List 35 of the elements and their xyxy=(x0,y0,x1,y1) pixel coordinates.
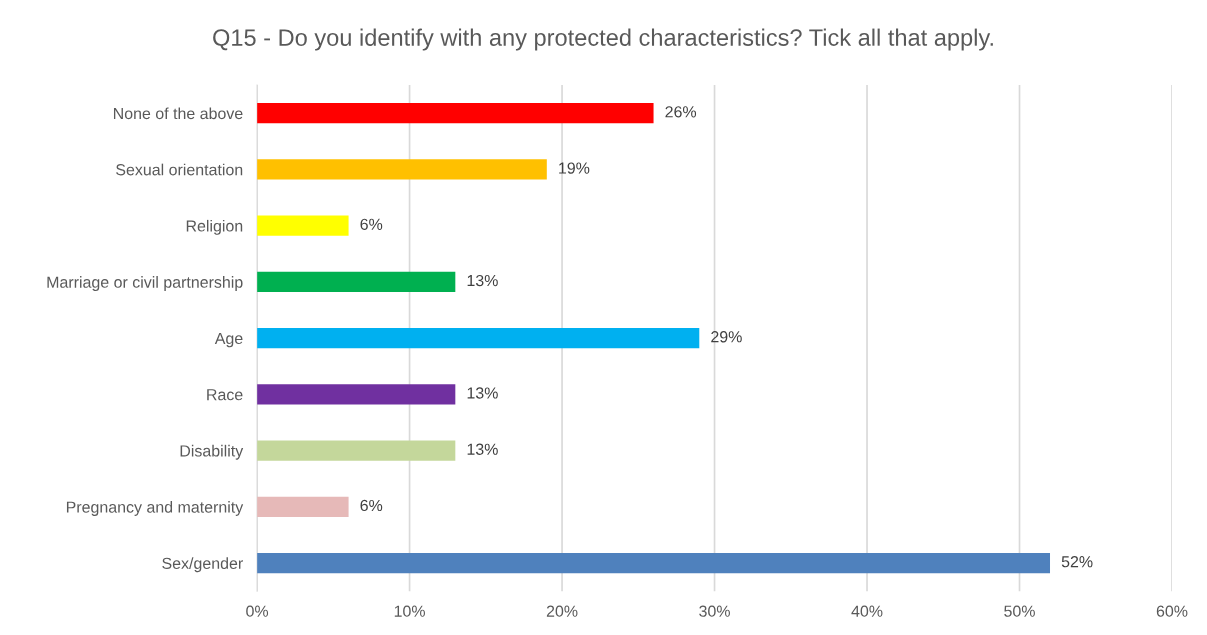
data-label: 29% xyxy=(711,331,742,343)
y-tick-label: Religion xyxy=(186,219,243,235)
x-tick-label: 40% xyxy=(851,605,883,617)
data-label: 6% xyxy=(360,218,383,230)
y-tick-label: Sex/gender xyxy=(162,557,243,573)
data-label: 6% xyxy=(360,499,383,512)
x-tick-label: 10% xyxy=(394,605,425,617)
x-tick-label: 0% xyxy=(246,605,269,617)
bar xyxy=(257,103,654,124)
x-tick-label: 50% xyxy=(1004,605,1035,617)
y-tick-label: Sexual orientation xyxy=(116,163,243,176)
data-label: 13% xyxy=(467,387,498,399)
bar xyxy=(257,159,547,180)
bar xyxy=(257,384,456,405)
data-label: 13% xyxy=(467,443,498,455)
y-tick-label: None of the above xyxy=(113,107,243,120)
bar xyxy=(257,271,456,293)
data-label: 52% xyxy=(1061,556,1093,568)
bar xyxy=(257,215,349,236)
y-tick-label: Marriage or civil partnership xyxy=(47,276,243,292)
y-tick-label: Disability xyxy=(180,444,244,460)
bar xyxy=(257,440,456,461)
x-tick-label: 30% xyxy=(699,605,730,617)
bar xyxy=(257,328,700,349)
x-tick-label: 20% xyxy=(546,605,578,617)
x-tick-label: 60% xyxy=(1156,605,1188,617)
data-label: 19% xyxy=(559,162,590,174)
bar xyxy=(257,552,1051,574)
y-tick-label: Age xyxy=(214,332,243,348)
y-tick-label: Race xyxy=(207,389,243,401)
y-tick-label: Pregnancy and maternity xyxy=(66,501,244,516)
bar xyxy=(257,496,349,517)
chart-title: Q15 - Do you identify with any protected characteristics? Tick all that apply. xyxy=(213,28,993,51)
data-label: 26% xyxy=(665,106,697,118)
data-label: 13% xyxy=(467,274,498,287)
